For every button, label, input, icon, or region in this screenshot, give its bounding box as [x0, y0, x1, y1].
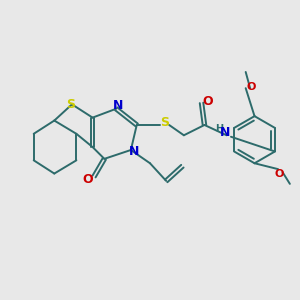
Text: H: H	[215, 124, 223, 134]
Text: S: S	[66, 98, 75, 111]
Text: S: S	[160, 116, 169, 128]
Text: N: N	[220, 126, 230, 139]
Text: O: O	[246, 82, 256, 92]
Text: O: O	[83, 173, 94, 186]
Text: O: O	[275, 169, 284, 178]
Text: N: N	[112, 99, 123, 112]
Text: N: N	[129, 145, 139, 158]
Text: O: O	[203, 95, 213, 108]
